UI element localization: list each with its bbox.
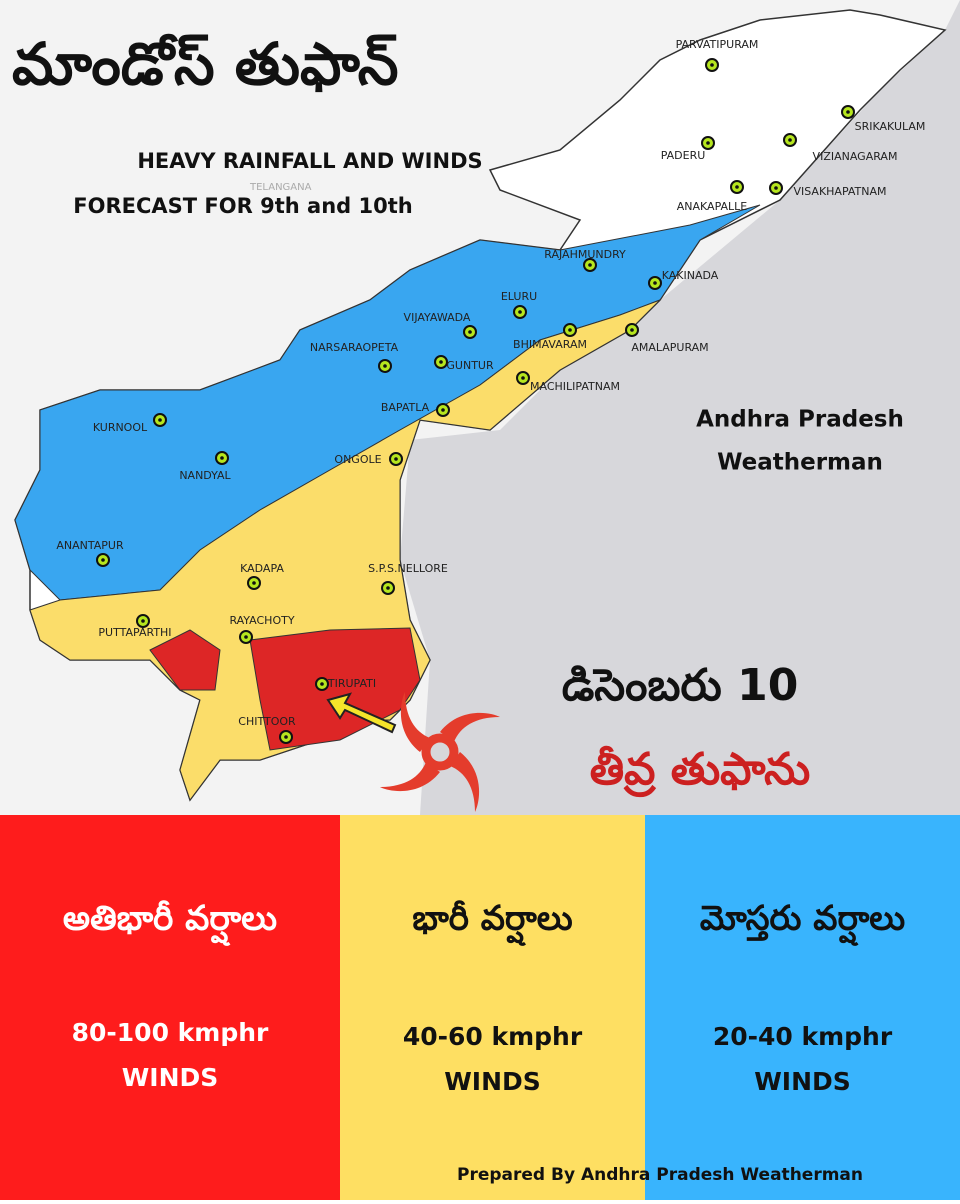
storm-label: తీవ్ర తుఫాను — [590, 744, 811, 798]
city-layer: PARVATIPURAM SRIKAKULAM PADERU VIZIANAGARAM… — [56, 38, 926, 744]
title: మాండోస్ తుఫాన్ — [12, 30, 398, 98]
city-marker-center — [141, 619, 145, 623]
city-marker-center — [441, 408, 445, 412]
city-label: CHITTOOR — [238, 715, 296, 728]
city-label: S.P.S.NELLORE — [368, 562, 448, 575]
city-marker-center — [630, 328, 634, 332]
city-label: ANAKAPALLE — [677, 200, 748, 213]
city-label: SRIKAKULAM — [855, 120, 926, 133]
city-marker-center — [468, 330, 472, 334]
city-label: RAYACHOTY — [229, 614, 294, 627]
city-marker-center — [735, 185, 739, 189]
city-marker-center — [394, 457, 398, 461]
city-marker-center — [588, 263, 592, 267]
city-label: PUTTAPARTHI — [98, 626, 171, 639]
very-heavy-rain-zone — [149, 629, 221, 691]
city-label: VISAKHAPATNAM — [793, 185, 886, 198]
city-marker-center — [568, 328, 572, 332]
city-label: KURNOOL — [93, 421, 148, 434]
city-marker-center — [284, 735, 288, 739]
city-marker-center — [706, 141, 710, 145]
subtitle: FORECAST FOR 9th and 10th — [73, 194, 412, 218]
legend-winds: WINDS — [122, 1063, 219, 1092]
cyclone-icon — [380, 692, 500, 812]
city-label: ELURU — [501, 290, 537, 303]
city-label: BAPATLA — [381, 401, 430, 414]
city-label: KAKINADA — [662, 269, 719, 282]
city-marker-center — [383, 364, 387, 368]
city-marker-center — [101, 558, 105, 562]
city-marker-center — [386, 586, 390, 590]
city-label: BHIMAVARAM — [513, 338, 587, 351]
legend-panel — [645, 815, 960, 1200]
city-label: AMALAPURAM — [631, 341, 708, 354]
city-marker-center — [518, 310, 522, 314]
city-label: ANANTAPUR — [56, 539, 124, 552]
city-label: PADERU — [661, 149, 706, 162]
footer: Prepared By Andhra Pradesh Weatherman — [457, 1165, 863, 1185]
city-marker-center — [439, 360, 443, 364]
legend-panel — [340, 815, 645, 1200]
legend-winds: WINDS — [754, 1067, 851, 1096]
city-marker-center — [846, 110, 850, 114]
city-marker-center — [220, 456, 224, 460]
subtitle: HEAVY RAINFALL AND WINDS — [137, 149, 482, 173]
city-marker-center — [158, 418, 162, 422]
city-label: RAJAHMUNDRY — [544, 248, 626, 261]
city-label: PARVATIPURAM — [676, 38, 759, 51]
city-label: TIRUPATI — [327, 677, 376, 690]
legend-winds: 40-60 kmphr — [403, 1022, 583, 1051]
credit: Weatherman — [717, 450, 883, 476]
city-label: GUNTUR — [446, 359, 494, 372]
sea — [400, 0, 960, 815]
city-marker-center — [244, 635, 248, 639]
arrow — [326, 692, 397, 734]
city-label: VIJAYAWADA — [404, 311, 471, 324]
city-label: NARSARAOPETA — [310, 341, 399, 354]
city-marker-center — [252, 581, 256, 585]
city-label: VIZIANAGARAM — [813, 150, 898, 163]
city-marker-center — [710, 63, 714, 67]
legend-panel — [0, 815, 340, 1200]
legend-winds: WINDS — [444, 1067, 541, 1096]
city-marker-center — [521, 376, 525, 380]
city-marker-center — [320, 682, 324, 686]
legend-winds: 20-40 kmphr — [713, 1022, 893, 1051]
city-label: KADAPA — [240, 562, 284, 575]
city-label: MACHILIPATNAM — [530, 380, 620, 393]
city-label: ONGOLE — [334, 453, 381, 466]
city-marker-center — [788, 138, 792, 142]
credit: Andhra Pradesh — [696, 407, 904, 433]
date: డిసెంబరు 10 — [562, 660, 799, 711]
city-label: NANDYAL — [179, 469, 231, 482]
legend-winds: 80-100 kmphr — [72, 1018, 269, 1047]
city-marker-center — [653, 281, 657, 285]
watermark: TELANGANA — [249, 182, 312, 193]
city-marker-center — [774, 186, 778, 190]
